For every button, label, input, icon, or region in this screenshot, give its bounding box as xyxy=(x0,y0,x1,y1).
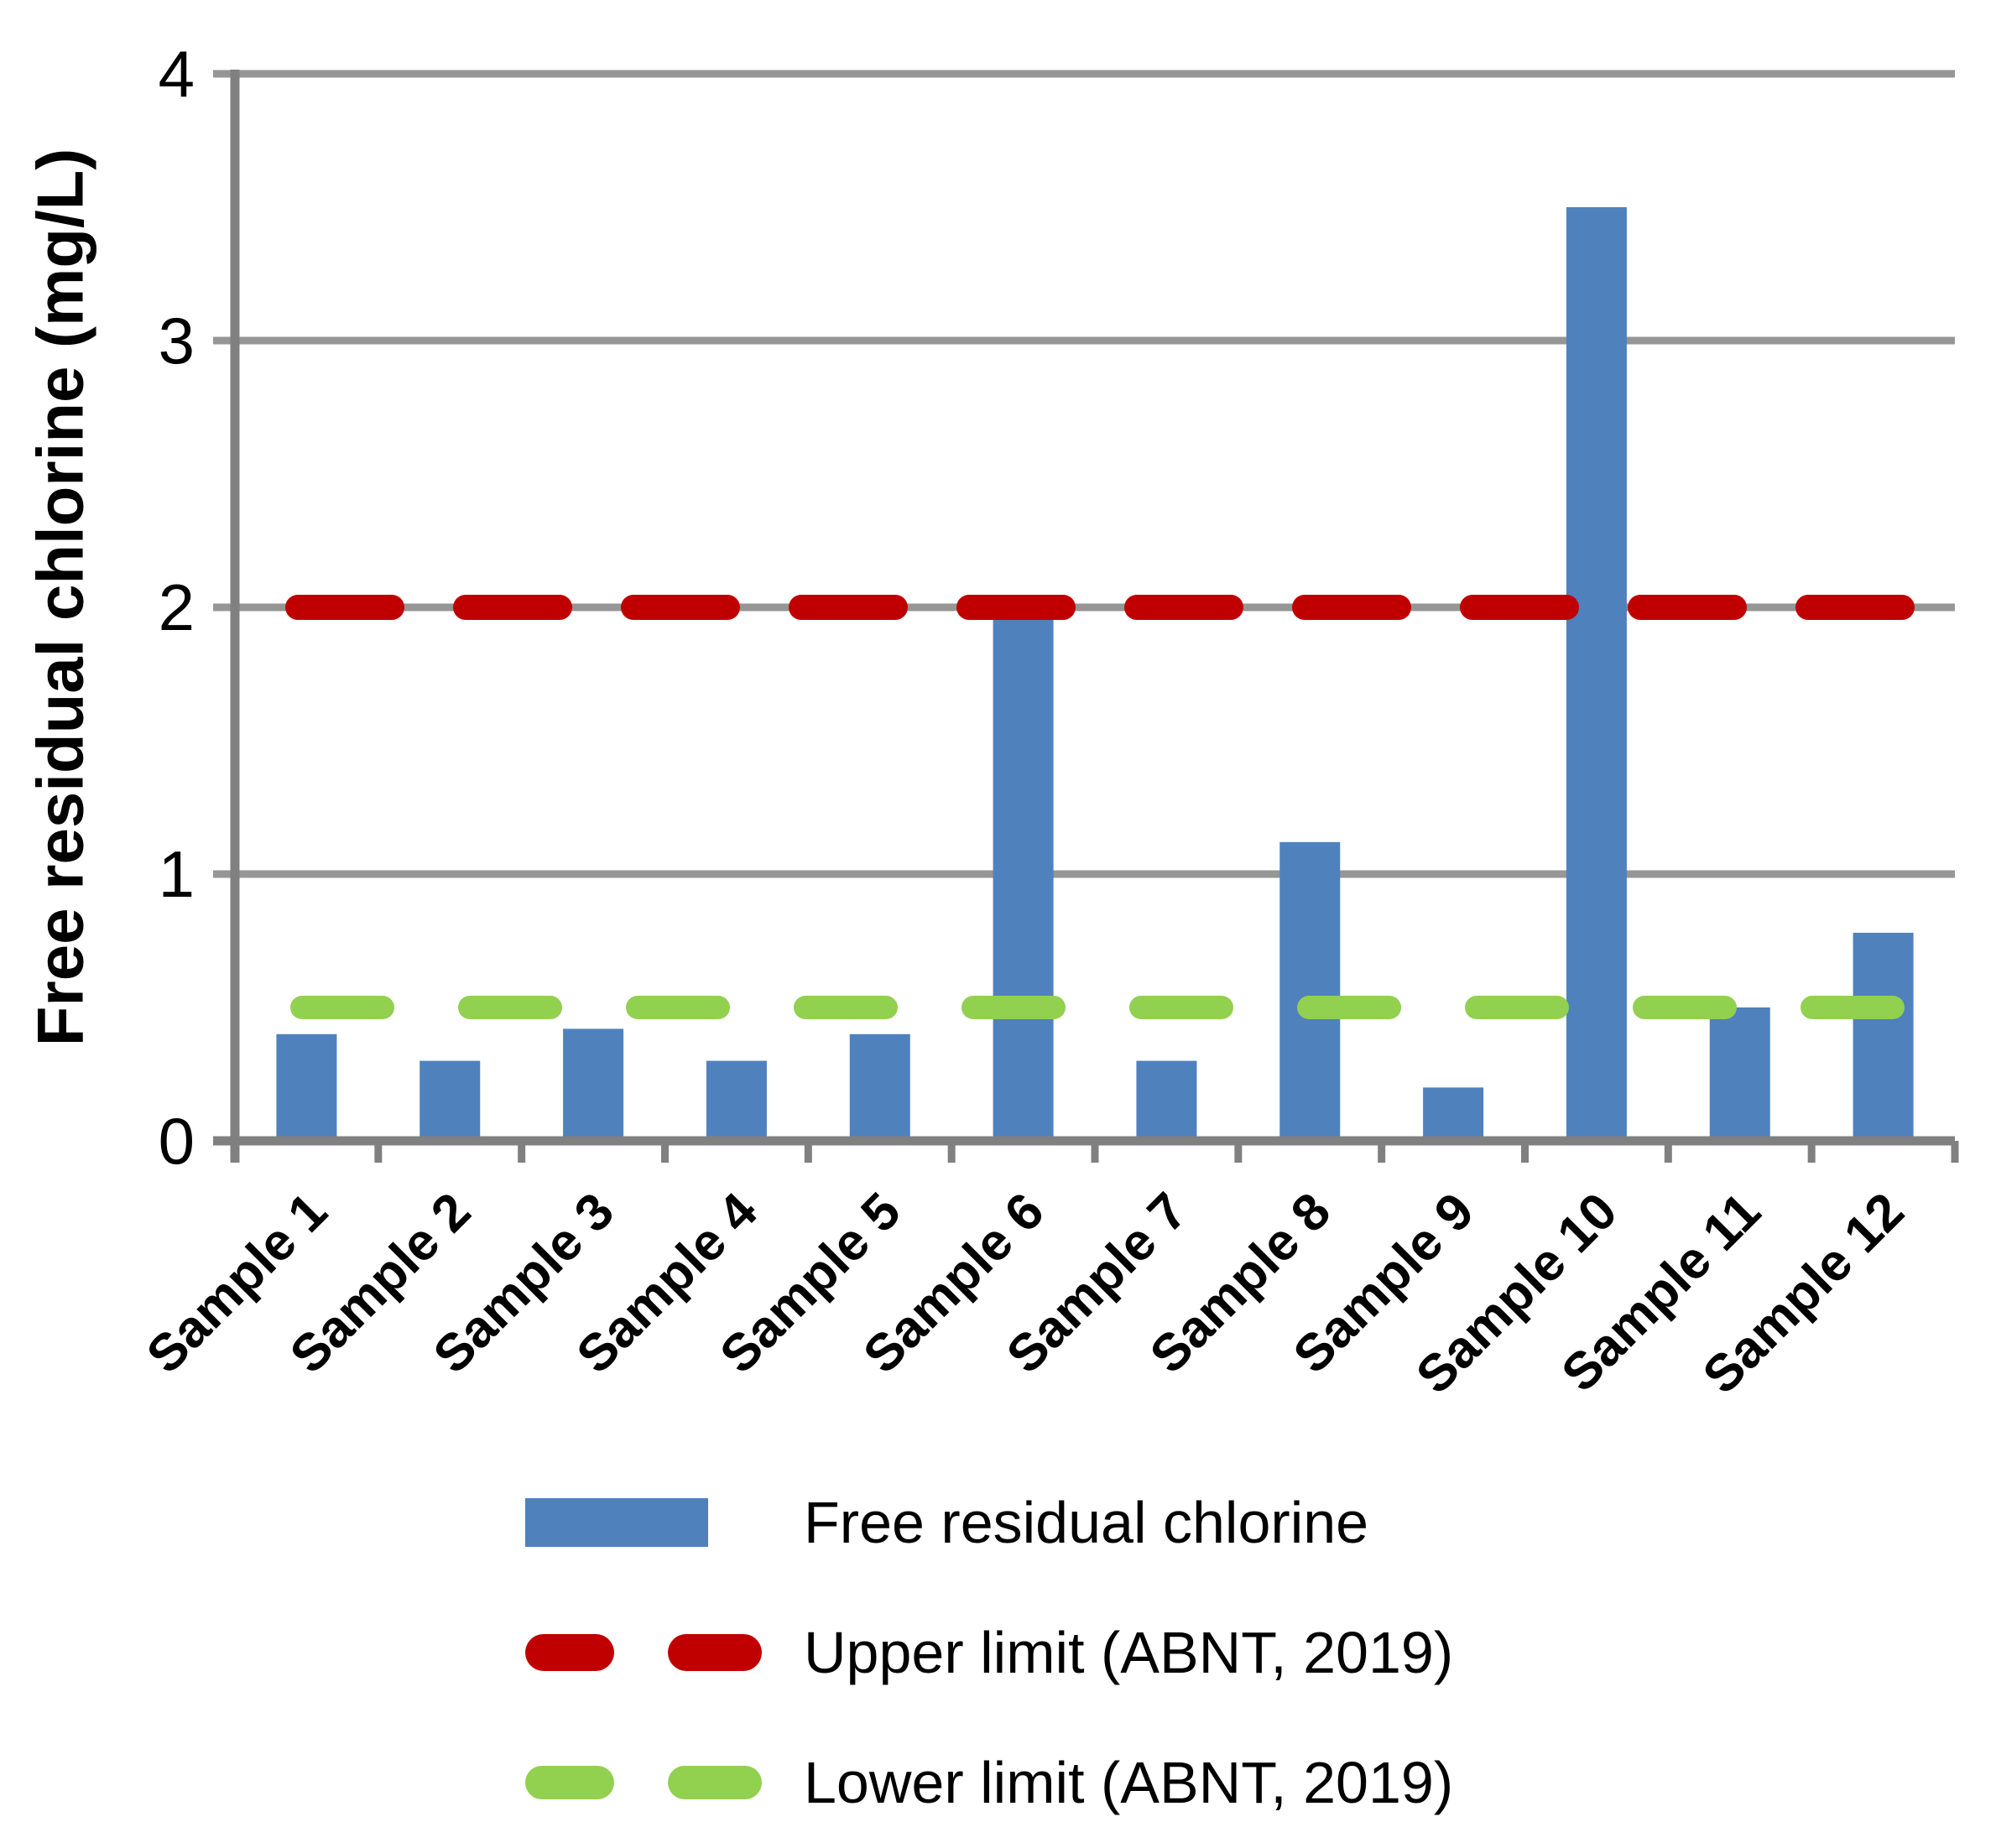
legend-label-free-residual-chlorine: Free residual chlorine xyxy=(804,1490,1369,1555)
bar-sample-8 xyxy=(1279,841,1341,1141)
bar-sample-2 xyxy=(420,1060,481,1141)
lower-limit-dash-icon xyxy=(525,1766,614,1799)
lower-limit-dash-icon xyxy=(668,1766,762,1799)
y-tick-label-1: 1 xyxy=(159,837,195,911)
y-axis-title: Free residual chlorine (mg/L) xyxy=(23,148,97,1047)
upper-limit-dash-icon xyxy=(668,1634,762,1671)
upper-limit-dash-icon xyxy=(525,1634,614,1671)
y-tick-label-4: 4 xyxy=(159,37,195,111)
bar-sample-5 xyxy=(849,1033,910,1141)
bar-sample-3 xyxy=(563,1028,624,1141)
bar-sample-12 xyxy=(1853,932,1914,1141)
y-tick-label-2: 2 xyxy=(159,570,195,644)
bar-swatch-icon xyxy=(525,1498,708,1547)
bar-sample-1 xyxy=(276,1033,337,1141)
bar-sample-11 xyxy=(1709,1007,1770,1141)
bar-sample-7 xyxy=(1136,1060,1197,1141)
legend-label-upper-limit: Upper limit (ABNT, 2019) xyxy=(804,1620,1454,1685)
legend-item-free-residual-chlorine: Free residual chlorine xyxy=(525,1476,1368,1569)
legend-label-lower-limit: Lower limit (ABNT, 2019) xyxy=(804,1750,1454,1815)
legend-item-upper-limit: Upper limit (ABNT, 2019) xyxy=(525,1606,1453,1699)
y-tick-label-0: 0 xyxy=(159,1104,195,1178)
bar-sample-10 xyxy=(1566,207,1627,1141)
bar-sample-9 xyxy=(1423,1087,1484,1141)
bar-sample-6 xyxy=(993,612,1054,1141)
legend-item-lower-limit: Lower limit (ABNT, 2019) xyxy=(525,1736,1453,1829)
bar-sample-4 xyxy=(706,1060,767,1141)
y-tick-label-3: 3 xyxy=(159,304,195,377)
